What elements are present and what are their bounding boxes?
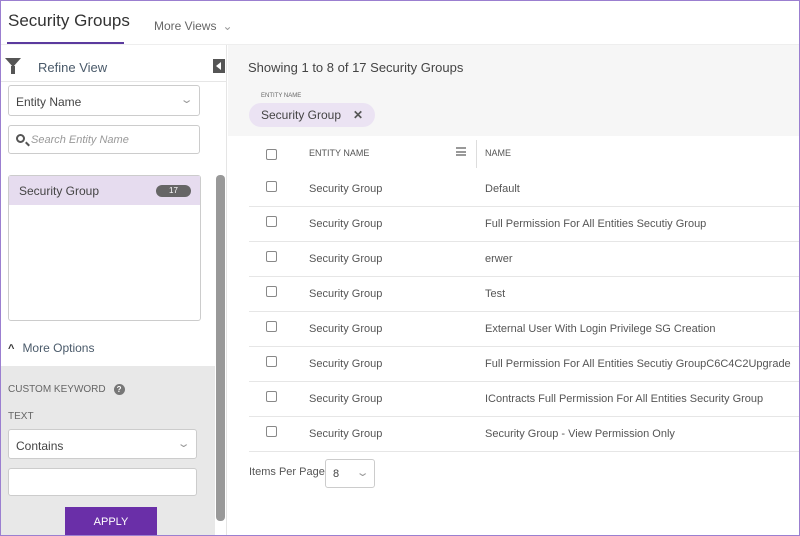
column-header-entity-name[interactable]: ENTITY NAME bbox=[309, 148, 370, 158]
count-badge: 17 bbox=[156, 185, 191, 197]
list-item-label: Security Group bbox=[19, 184, 100, 198]
chevron-down-icon: ⌄ bbox=[179, 94, 194, 106]
cell-name[interactable]: IContracts Full Permission For All Entit… bbox=[485, 393, 764, 405]
chevron-down-icon: ⌄ bbox=[222, 19, 233, 33]
text-operator-value: Contains bbox=[16, 439, 64, 453]
security-groups-table: ENTITY NAME NAME Security Group Default Se… bbox=[249, 136, 799, 452]
more-options-label: More Options bbox=[22, 341, 95, 355]
collapse-sidebar-button[interactable] bbox=[213, 59, 225, 73]
row-checkbox[interactable] bbox=[266, 181, 277, 192]
table-row[interactable]: Security Group Test bbox=[249, 277, 799, 312]
more-options-toggle[interactable]: ^ More Options bbox=[8, 341, 94, 355]
filter-field-select[interactable]: Entity Name ⌄ bbox=[8, 85, 200, 116]
cell-name[interactable]: Test bbox=[485, 288, 506, 300]
refine-header: Refine View bbox=[1, 45, 227, 82]
search-icon bbox=[16, 134, 25, 143]
refine-view-label: Refine View bbox=[38, 60, 108, 75]
table-row[interactable]: Security Group Security Group - View Perm… bbox=[249, 417, 799, 452]
text-label: TEXT bbox=[8, 411, 34, 422]
results-count: Showing 1 to 8 of 17 Security Groups bbox=[248, 60, 464, 75]
apply-button[interactable]: APPLY bbox=[65, 507, 157, 535]
cell-name[interactable]: Security Group - View Permission Only bbox=[485, 428, 675, 440]
items-per-page-select[interactable]: 8 ⌄ bbox=[325, 459, 375, 488]
cell-entity-name: Security Group bbox=[309, 253, 383, 265]
items-per-page-value: 8 bbox=[333, 468, 340, 480]
table-row[interactable]: Security Group Full Permission For All En… bbox=[249, 207, 799, 242]
table-row[interactable]: Security Group erwer bbox=[249, 242, 799, 277]
cell-entity-name: Security Group bbox=[309, 183, 383, 195]
more-views-label: More Views bbox=[154, 19, 217, 33]
cell-name[interactable]: erwer bbox=[485, 253, 513, 265]
list-item[interactable]: Security Group 17 bbox=[9, 176, 200, 205]
cell-name[interactable]: Full Permission For All Entities Secutiy… bbox=[485, 358, 791, 370]
table-row[interactable]: Security Group Full Permission For All En… bbox=[249, 347, 799, 382]
filter-field-value: Entity Name bbox=[16, 95, 82, 109]
cell-entity-name: Security Group bbox=[309, 358, 383, 370]
refine-sidebar: Refine View Entity Name ⌄ Search Entity … bbox=[1, 45, 227, 535]
chevron-down-icon: ⌄ bbox=[176, 438, 191, 450]
text-operator-select[interactable]: Contains ⌄ bbox=[8, 429, 197, 459]
table-row[interactable]: Security Group IContracts Full Permission… bbox=[249, 382, 799, 417]
header: Security Groups More Views ⌄ bbox=[1, 1, 799, 45]
tab-security-groups[interactable]: Security Groups bbox=[8, 11, 130, 30]
close-icon[interactable]: ✕ bbox=[353, 108, 364, 122]
search-entity-input[interactable]: Search Entity Name bbox=[8, 125, 200, 154]
filter-icon bbox=[5, 58, 21, 74]
filter-chip: Security Group ✕ bbox=[249, 103, 376, 127]
results-summary: Showing 1 to 8 of 17 Security Groups ENT… bbox=[228, 45, 799, 136]
more-options-panel: CUSTOM KEYWORD? TEXT Contains ⌄ APPLY bbox=[1, 366, 215, 535]
custom-keyword-label: CUSTOM KEYWORD bbox=[8, 384, 106, 395]
row-checkbox[interactable] bbox=[266, 391, 277, 402]
cell-entity-name: Security Group bbox=[309, 393, 383, 405]
cell-entity-name: Security Group bbox=[309, 218, 383, 230]
column-menu-icon[interactable] bbox=[456, 147, 466, 156]
row-checkbox[interactable] bbox=[266, 321, 277, 332]
sidebar-scrollbar[interactable] bbox=[216, 175, 225, 521]
cell-entity-name: Security Group bbox=[309, 288, 383, 300]
cell-name[interactable]: Default bbox=[485, 183, 520, 195]
text-value-input[interactable] bbox=[8, 468, 197, 496]
row-checkbox[interactable] bbox=[266, 216, 277, 227]
main-content: Showing 1 to 8 of 17 Security Groups ENT… bbox=[228, 45, 799, 535]
cell-entity-name: Security Group bbox=[309, 323, 383, 335]
cell-entity-name: Security Group bbox=[309, 428, 383, 440]
entity-list: Security Group 17 bbox=[8, 175, 201, 321]
row-checkbox[interactable] bbox=[266, 356, 277, 367]
select-all-checkbox[interactable] bbox=[266, 149, 277, 160]
column-divider bbox=[476, 140, 477, 168]
chevron-up-icon: ^ bbox=[8, 343, 15, 355]
filter-chip-value: Security Group bbox=[261, 108, 342, 122]
more-views-dropdown[interactable]: More Views ⌄ bbox=[154, 19, 233, 33]
table-row[interactable]: Security Group Default bbox=[249, 172, 799, 207]
table-row[interactable]: Security Group External User With Login P… bbox=[249, 312, 799, 347]
row-checkbox[interactable] bbox=[266, 426, 277, 437]
row-checkbox[interactable] bbox=[266, 286, 277, 297]
filter-chip-label: ENTITY NAME bbox=[261, 93, 302, 99]
cell-name[interactable]: External User With Login Privilege SG Cr… bbox=[485, 323, 716, 335]
active-tab-indicator bbox=[7, 42, 124, 44]
row-checkbox[interactable] bbox=[266, 251, 277, 262]
cell-name[interactable]: Full Permission For All Entities Secutiy… bbox=[485, 218, 707, 230]
items-per-page-label: Items Per Page bbox=[249, 466, 325, 478]
search-placeholder: Search Entity Name bbox=[31, 134, 129, 146]
column-header-name[interactable]: NAME bbox=[485, 148, 512, 158]
help-icon[interactable]: ? bbox=[113, 384, 125, 395]
chevron-down-icon: ⌄ bbox=[355, 467, 370, 479]
table-header: ENTITY NAME NAME bbox=[249, 136, 799, 172]
